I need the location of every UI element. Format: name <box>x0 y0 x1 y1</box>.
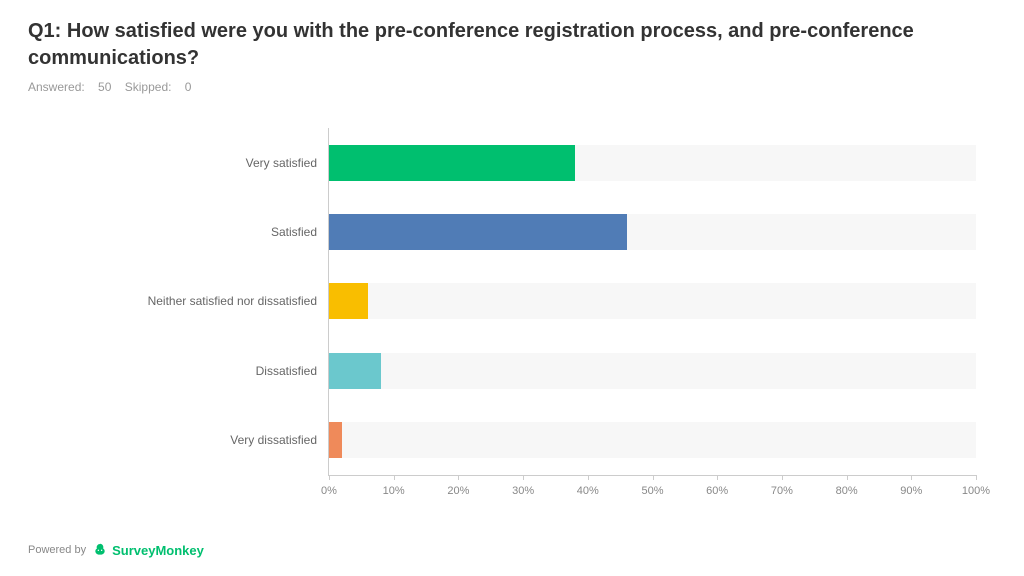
skipped-label: Skipped: <box>125 80 172 94</box>
bar-row: Very dissatisfied <box>329 420 976 460</box>
xtick-label: 90% <box>900 485 922 497</box>
xtick-mark <box>458 475 459 480</box>
answered-label: Answered: <box>28 80 85 94</box>
bar-row: Neither satisfied nor dissatisfied <box>329 281 976 321</box>
skipped-value: 0 <box>185 80 192 94</box>
bar <box>329 145 575 181</box>
xtick-mark <box>653 475 654 480</box>
footer: Powered by SurveyMonkey <box>28 542 204 558</box>
xtick-label: 30% <box>512 485 534 497</box>
powered-by-label: Powered by <box>28 544 86 556</box>
xtick-label: 50% <box>641 485 663 497</box>
category-label: Satisfied <box>271 225 329 239</box>
plot-area: Very satisfied Satisfied Neither satisfied… <box>328 128 976 476</box>
xtick-label: 10% <box>383 485 405 497</box>
bar-row: Very satisfied <box>329 143 976 183</box>
bar-row: Dissatisfied <box>329 351 976 391</box>
xtick-label: 20% <box>447 485 469 497</box>
xtick-mark <box>847 475 848 480</box>
bar-background <box>329 422 976 458</box>
xtick-label: 70% <box>771 485 793 497</box>
bar <box>329 353 381 389</box>
xtick-label: 0% <box>321 485 337 497</box>
brand-name: SurveyMonkey <box>112 543 204 558</box>
bar <box>329 422 342 458</box>
bar-background <box>329 353 976 389</box>
xtick-label: 40% <box>577 485 599 497</box>
xtick-mark <box>329 475 330 480</box>
question-title: Q1: How satisfied were you with the pre-… <box>28 18 996 72</box>
xtick-mark <box>782 475 783 480</box>
bar <box>329 283 368 319</box>
xtick-mark <box>976 475 977 480</box>
satisfaction-chart: Very satisfied Satisfied Neither satisfied… <box>28 100 996 516</box>
response-meta: Answered: 50 Skipped: 0 <box>28 80 996 94</box>
xtick-mark <box>911 475 912 480</box>
xtick-label: 80% <box>836 485 858 497</box>
bar-rows: Very satisfied Satisfied Neither satisfied… <box>329 128 976 475</box>
surveymonkey-logo: SurveyMonkey <box>92 542 204 558</box>
bar <box>329 214 627 250</box>
xtick-mark <box>523 475 524 480</box>
category-label: Dissatisfied <box>256 364 329 378</box>
category-label: Very satisfied <box>246 156 329 170</box>
category-label: Neither satisfied nor dissatisfied <box>148 294 329 308</box>
xtick-mark <box>588 475 589 480</box>
xtick-label: 100% <box>962 485 990 497</box>
xtick-mark <box>717 475 718 480</box>
bar-row: Satisfied <box>329 212 976 252</box>
monkey-icon <box>92 542 108 558</box>
bar-background <box>329 283 976 319</box>
answered-value: 50 <box>98 80 111 94</box>
xtick-label: 60% <box>706 485 728 497</box>
xtick-mark <box>394 475 395 480</box>
category-label: Very dissatisfied <box>230 433 329 447</box>
